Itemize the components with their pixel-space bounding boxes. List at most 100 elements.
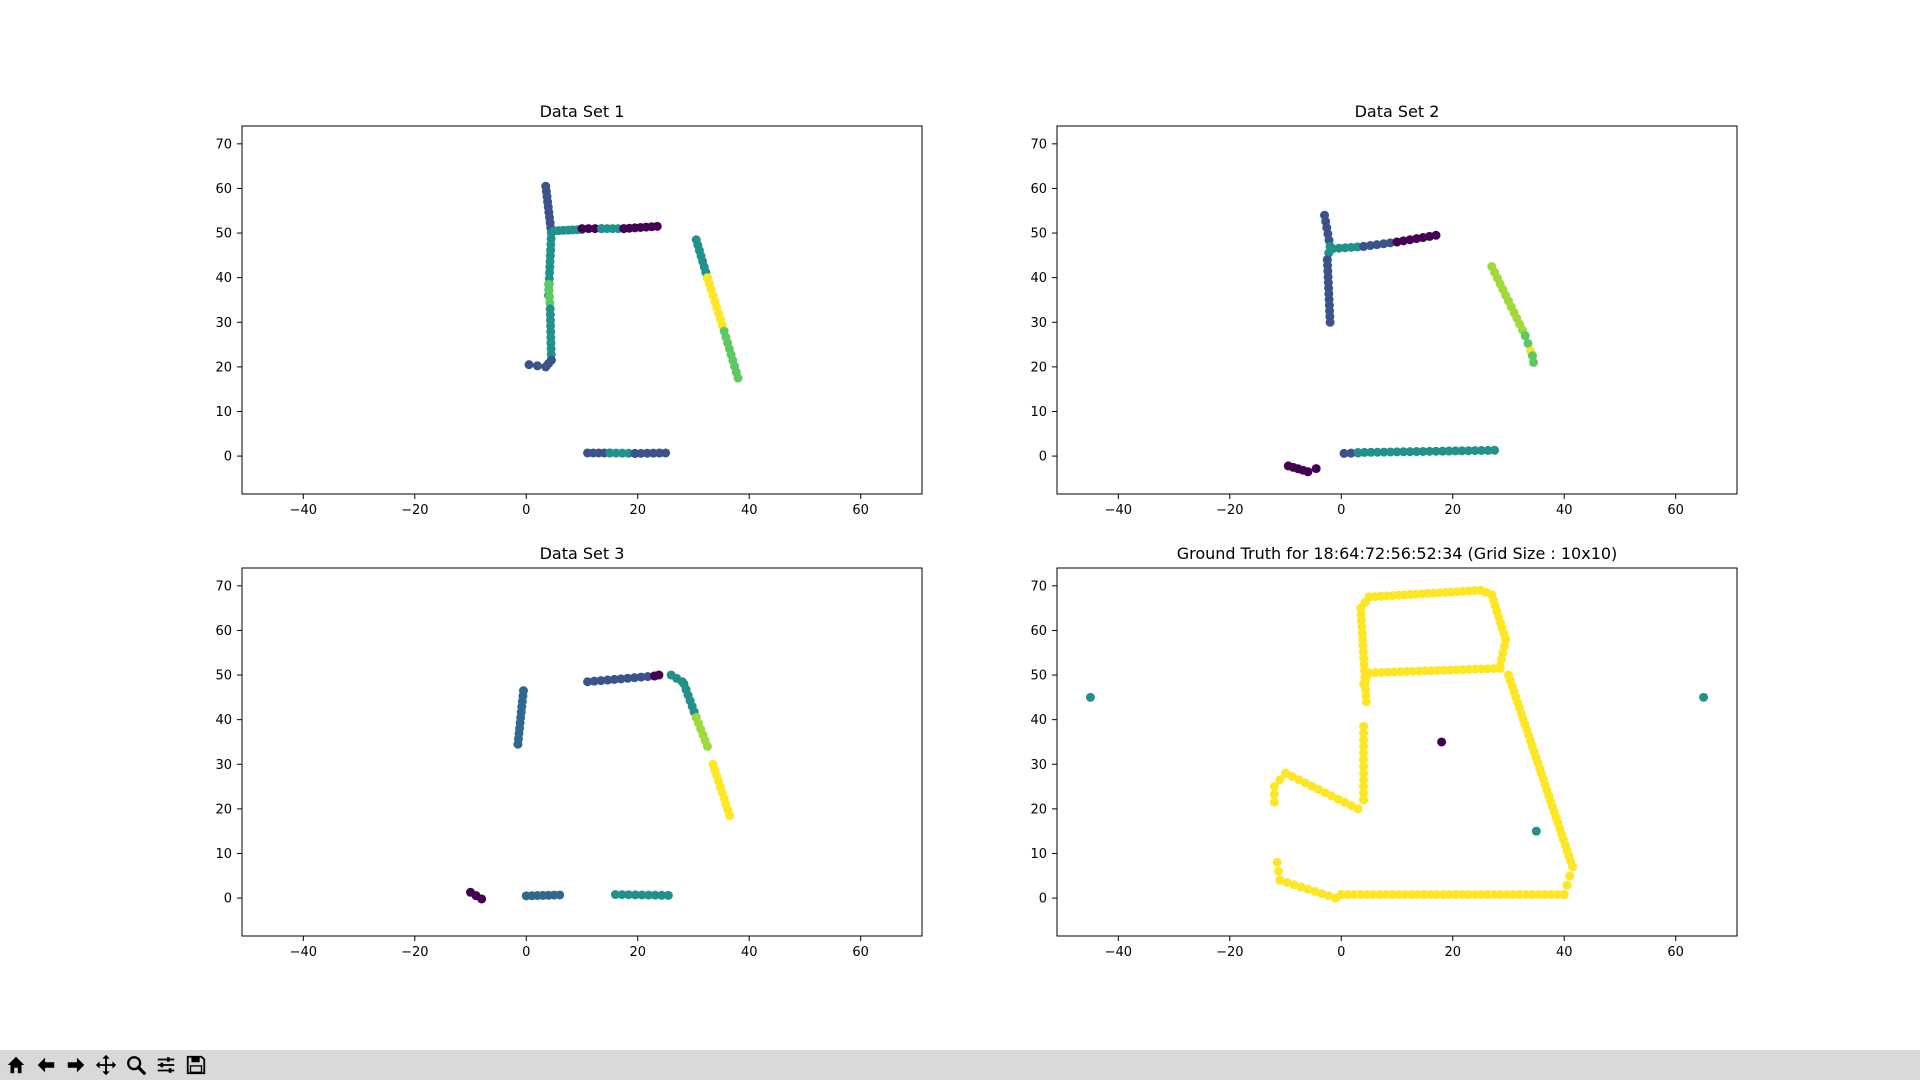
data-point [1359,761,1369,771]
data-point [1353,448,1363,458]
subplot-3: Data Set 3 −40 −20 0 20 40 60 0 10 20 30 40 50 60 70 [215,544,923,960]
data-point [1359,721,1369,731]
y-tick-label: 30 [215,316,232,331]
y-tick-label: 50 [215,669,232,684]
x-tick-label: −20 [1216,945,1243,960]
data-point [1497,654,1507,664]
zoom-icon [127,1056,146,1075]
data-point [1438,890,1448,900]
data-point [1379,239,1389,249]
data-point [1394,890,1404,900]
data-point [1529,357,1539,367]
data-point [637,890,647,900]
data-point [629,673,639,683]
pan-button[interactable] [92,1051,120,1079]
save-icon [186,1055,206,1075]
data-point [1412,447,1422,457]
data-point [1359,748,1369,758]
data-point [1508,890,1518,900]
data-point [1568,862,1578,872]
data-point [1432,890,1442,900]
x-tick-label: 40 [1556,945,1573,960]
data-point [725,811,735,821]
y-tick-label: 70 [215,579,232,594]
data-point [1562,880,1572,890]
data-point [1359,741,1369,751]
data-point [1483,445,1493,455]
x-tick-label: 40 [1556,503,1573,518]
data-point [1523,338,1533,348]
y-tick-label: 20 [1030,802,1047,817]
data-point [1385,447,1395,457]
data-point [1483,890,1493,900]
data-point [702,741,712,751]
data-point [583,677,593,687]
x-tick-label: 20 [1444,945,1461,960]
data-point [630,890,640,900]
data-point [541,362,551,372]
zoom-button[interactable] [122,1051,150,1079]
data-point [1368,890,1378,900]
save-button[interactable] [182,1051,210,1079]
data-point [1310,886,1320,896]
home-button[interactable] [2,1051,30,1079]
data-point [1381,890,1391,900]
data-point [1359,775,1369,785]
data-point [524,360,534,370]
data-point [1559,890,1569,900]
x-tick-label: 60 [1667,503,1684,518]
data-point [1359,768,1369,778]
data-point [1425,890,1435,900]
data-point [1400,890,1410,900]
data-point [1311,464,1321,474]
axes-frame [241,125,923,495]
data-point [1546,890,1556,900]
back-button[interactable] [32,1051,60,1079]
y-tick-label: 10 [1030,405,1047,420]
x-tick-label: −40 [1105,503,1132,518]
x-tick-label: 40 [741,945,758,960]
data-point [661,448,671,458]
x-tick-label: −20 [1216,503,1243,518]
data-point [1359,241,1369,251]
y-tick-label: 0 [224,450,232,465]
x-tick-label: 20 [1444,503,1461,518]
data-point [1496,890,1506,900]
configure-subplots-button[interactable] [152,1051,180,1079]
data-point [584,224,594,234]
y-tick-label: 60 [1030,624,1047,639]
scatter-points [524,181,743,458]
data-point [1372,240,1382,250]
x-tick-label: −40 [290,945,317,960]
data-point [1374,890,1384,900]
y-tick-label: 40 [215,713,232,728]
x-tick-label: 20 [629,503,646,518]
data-point [1699,692,1709,702]
data-point [513,739,523,749]
data-point [1499,641,1509,651]
data-point [1085,692,1095,702]
data-point [1540,890,1550,900]
data-point [1359,735,1369,745]
data-point [1359,728,1369,738]
x-tick-label: 60 [852,945,869,960]
y-tick-label: 50 [1030,227,1047,242]
subplot-1: Data Set 1 −40 −20 0 20 40 60 0 10 20 30 40 50 60 70 [215,102,923,518]
data-point [1438,446,1448,456]
data-point [590,224,600,234]
figure-canvas: Data Set 1−40 −20 0 20 40 60010203040506070Da… [215,102,1738,960]
data-point [1531,826,1541,836]
data-point [1476,890,1486,900]
data-point [1317,889,1327,899]
data-point [1495,663,1505,673]
forward-button[interactable] [62,1051,90,1079]
data-point [1527,890,1537,900]
scatter-points [466,670,735,904]
data-point [1399,447,1409,457]
scatter-points [1085,585,1709,903]
data-point [1274,866,1284,876]
data-point [577,224,587,234]
data-point [1355,890,1365,900]
data-point [1490,445,1500,455]
data-point [1527,351,1537,361]
